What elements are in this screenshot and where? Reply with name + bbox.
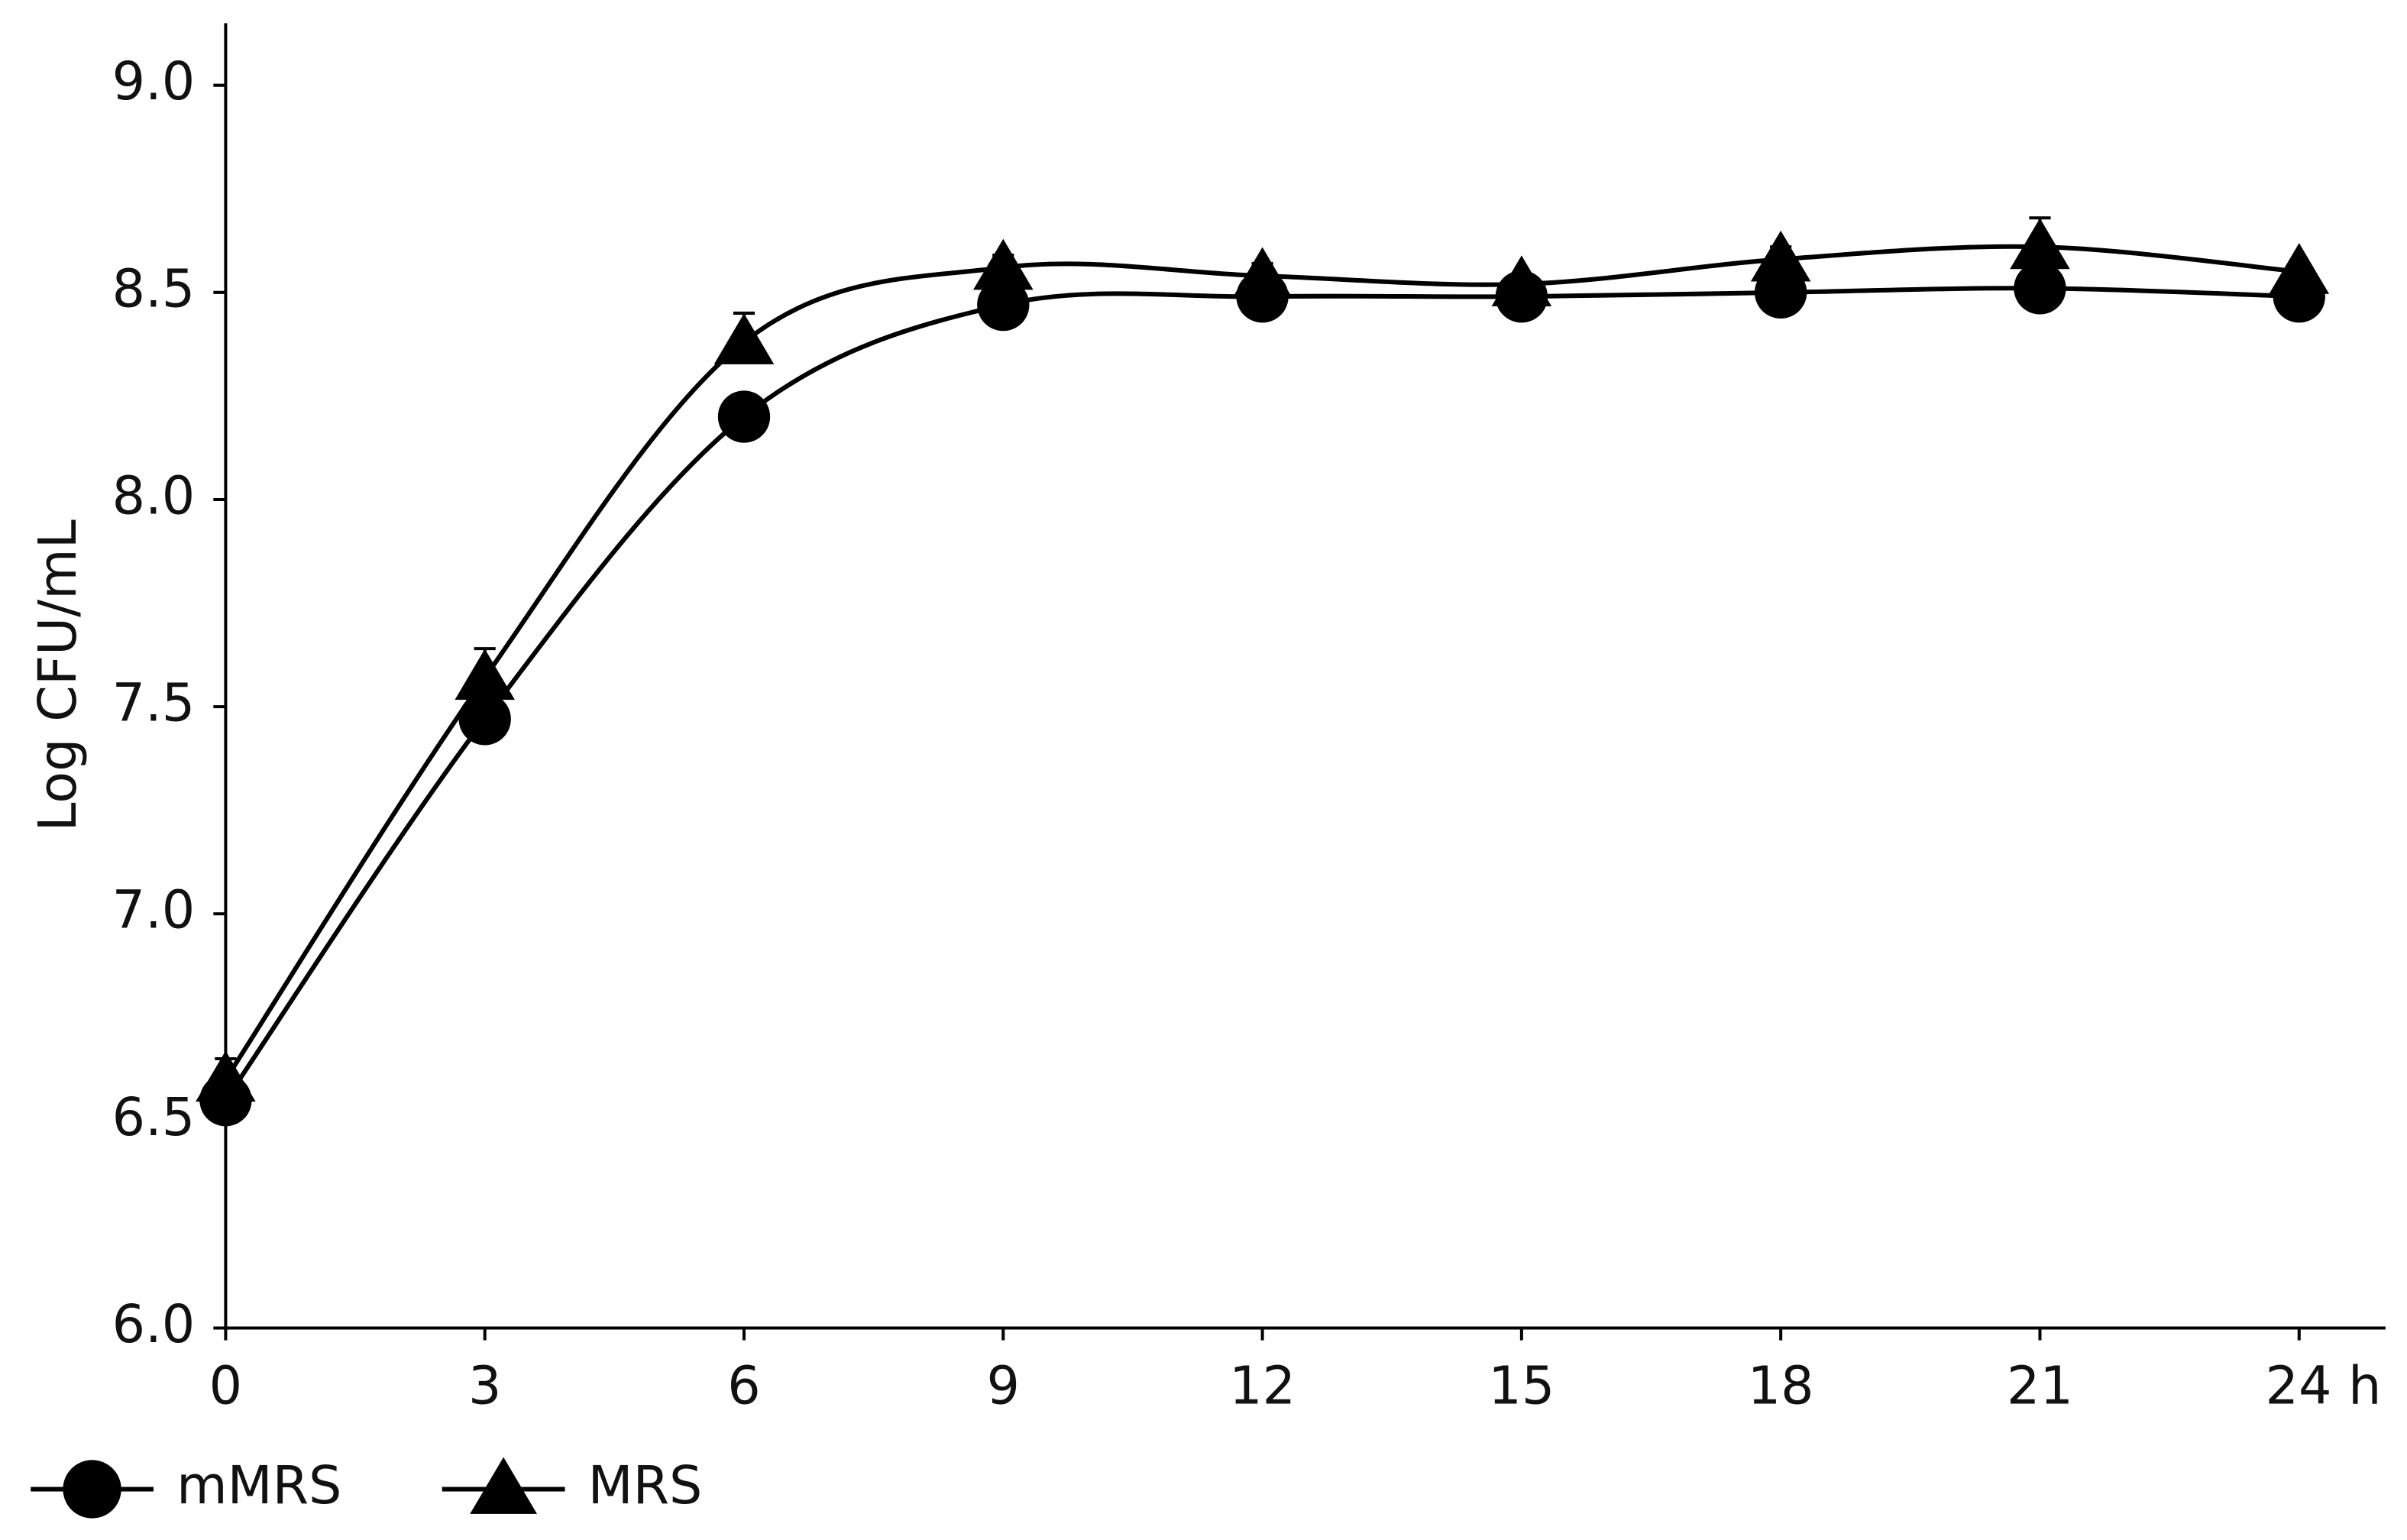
x-tick-label: 6 [727,1356,760,1416]
y-tick-label: 6.0 [112,1295,196,1355]
data-point [1232,247,1292,299]
series-line [223,244,2300,1081]
x-tick-label: 18 [1748,1356,1814,1416]
legend-marker [63,1460,121,1519]
y-axis-label: Log CFU/mL [28,519,89,831]
y-tick-label: 8.0 [112,466,196,526]
y-tick-label: 7.5 [112,674,196,734]
x-tick-label: 21 [2007,1356,2073,1416]
x-tick-label: 9 [987,1356,1020,1416]
y-tick-label: 8.5 [112,259,196,319]
y-tick-label: 6.5 [112,1088,196,1148]
data-point [713,313,775,364]
data-point [2269,243,2330,294]
legend-marker [470,1457,538,1514]
data-point [196,1050,256,1102]
y-tick-label: 7.0 [112,881,196,941]
x-tick-label: 24 h [2266,1356,2382,1416]
series-line [223,286,2299,1102]
data-point [1491,255,1552,307]
x-tick-label: 15 [1488,1356,1555,1416]
y-tick-label: 9.0 [112,52,196,112]
data-point [455,649,515,700]
data-point [973,238,1034,290]
data-point [2010,218,2070,270]
data-point [717,390,771,443]
data-point [977,278,1030,332]
x-tick-label: 12 [1229,1356,1296,1416]
x-tick-label: 0 [209,1356,242,1416]
data-point [2014,262,2066,315]
x-tick-label: 3 [468,1356,501,1416]
legend-label: MRS [588,1456,703,1516]
data-point [1750,230,1811,282]
legend-label: mMRS [176,1456,341,1516]
data-point [458,693,511,746]
